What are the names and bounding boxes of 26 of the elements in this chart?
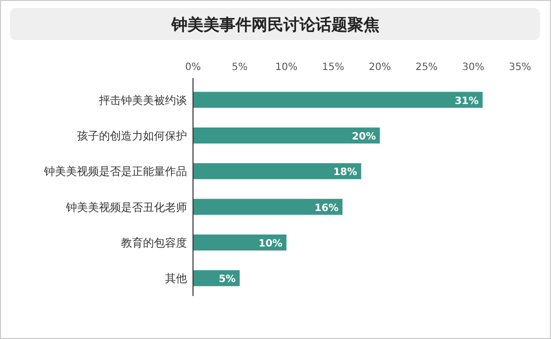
y-tick-label: 抨击钟美美被约谈 <box>98 94 187 107</box>
y-tick-label: 其他 <box>165 272 187 286</box>
x-tick-label: 5% <box>232 62 248 73</box>
x-tick-label: 15% <box>322 62 344 73</box>
bar <box>193 163 362 180</box>
y-tick-label: 教育的包容度 <box>121 236 187 250</box>
data-label: 5% <box>218 274 236 286</box>
x-tick-label: 35% <box>508 62 532 73</box>
data-label: 31% <box>454 96 479 107</box>
x-tick-label: 20% <box>368 62 391 73</box>
y-tick-label: 钟美美视频是否丑化老师 <box>65 200 187 214</box>
x-tick-label: 30% <box>462 62 484 73</box>
bar <box>193 92 483 108</box>
x-tick-label: 10% <box>275 62 298 73</box>
data-label: 16% <box>314 202 338 214</box>
x-tick-label: 25% <box>415 62 438 73</box>
x-tick-label: 0% <box>185 62 201 73</box>
data-label: 20% <box>352 132 376 142</box>
data-label: 10% <box>258 238 282 250</box>
y-tick-label: 孩子的创造力如何保护 <box>77 130 187 142</box>
y-tick-label: 钟美美视频是否是正能量作品 <box>43 165 187 178</box>
bar <box>193 128 380 144</box>
data-label: 18% <box>333 167 358 178</box>
bar <box>193 234 286 250</box>
chart-title: 钟美美事件网民讨论话题聚焦 <box>170 15 380 34</box>
bar <box>193 198 342 215</box>
